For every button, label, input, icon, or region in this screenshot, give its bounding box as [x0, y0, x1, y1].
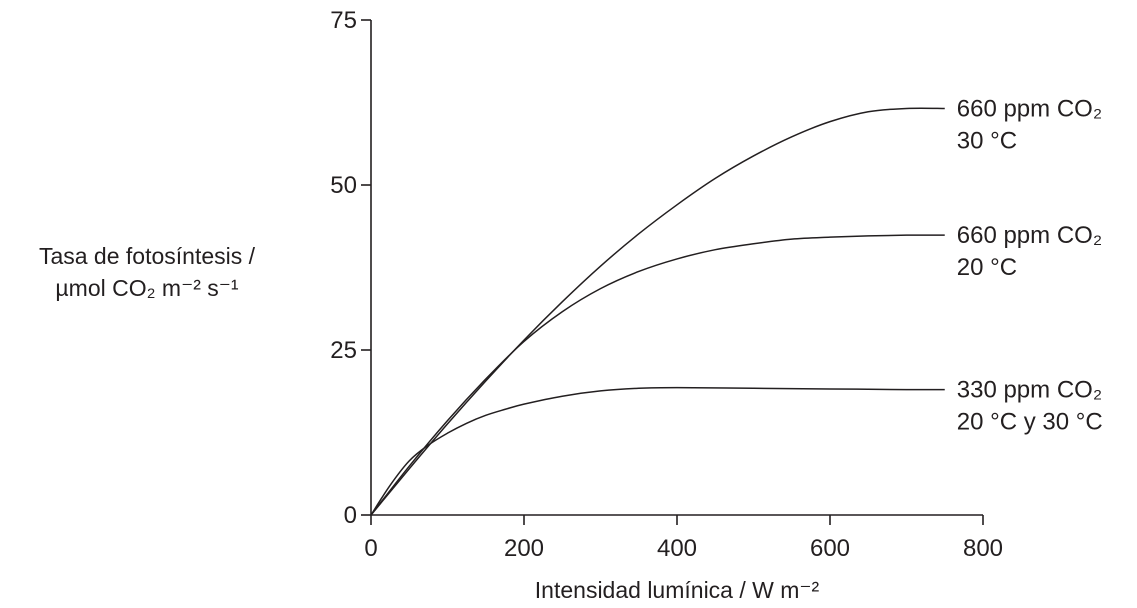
ticks: 0 25 50 75 0 200 400 600 800: [330, 7, 1003, 562]
y-tick-label: 0: [344, 502, 357, 529]
series-labels: 660 ppm CO₂ 30 °C 660 ppm CO₂ 20 °C 330 ppm …: [957, 95, 1103, 435]
x-tick-label: 400: [657, 535, 697, 562]
x-axis-title: Intensidad lumínica / W m⁻²: [535, 577, 820, 603]
y-tick-label: 75: [330, 7, 357, 34]
series-line-1: [370, 234, 945, 516]
series-label-line2-2: 20 °C y 30 °C: [957, 409, 1103, 436]
x-tick-label: 0: [364, 535, 377, 562]
series-label-line1-0: 660 ppm CO₂: [957, 95, 1102, 122]
series-label-line2-1: 20 °C: [957, 254, 1017, 281]
y-tick-label: 50: [330, 172, 357, 199]
x-tick-label: 600: [810, 535, 850, 562]
series-label-line2-0: 30 °C: [957, 127, 1017, 154]
series-line-2: [370, 386, 945, 516]
x-tick-label: 800: [963, 535, 1003, 562]
series-line-0: [370, 107, 945, 516]
series-label-line1-1: 660 ppm CO₂: [957, 222, 1102, 249]
x-tick-label: 200: [504, 535, 544, 562]
series-label-line1-2: 330 ppm CO₂: [957, 377, 1102, 404]
y-axis-title-line2: µmol CO₂ m⁻² s⁻¹: [55, 275, 239, 301]
curves: [370, 107, 945, 516]
y-tick-label: 25: [330, 337, 357, 364]
axes: [370, 20, 983, 516]
y-axis-title-line1: Tasa de fotosíntesis /: [39, 243, 256, 269]
